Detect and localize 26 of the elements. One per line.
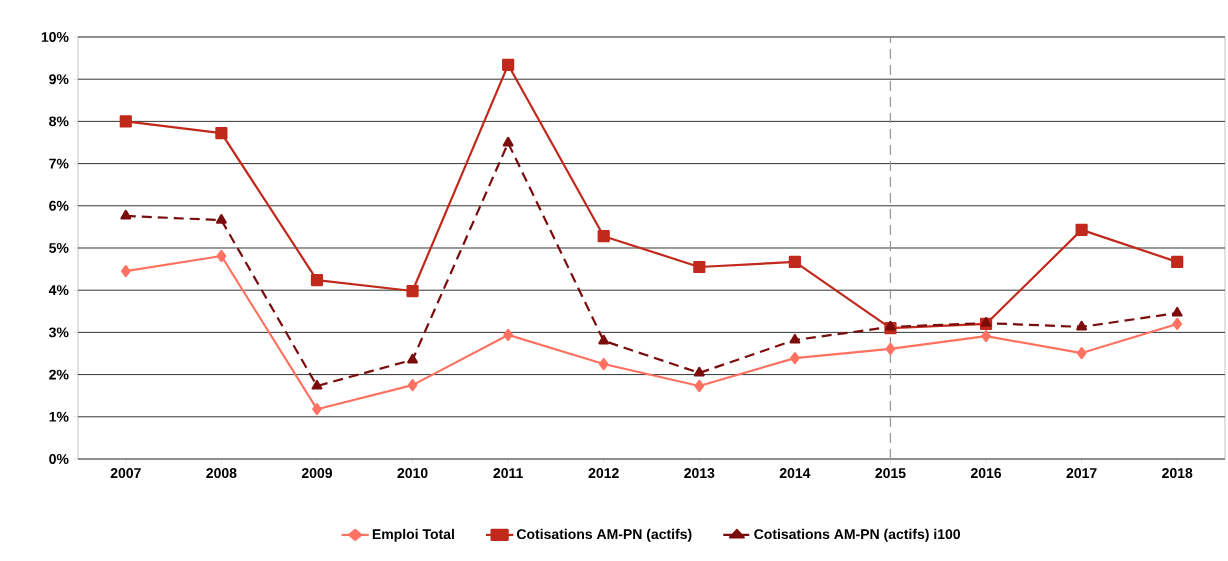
legend-label: Cotisations AM-PN (actifs) <box>516 528 692 542</box>
x-tick-label: 2012 <box>588 468 619 479</box>
y-tick-label: 3% <box>48 327 69 338</box>
x-tick-label: 2015 <box>875 468 906 479</box>
y-tick-label: 4% <box>48 285 69 296</box>
y-tick-label: 5% <box>49 243 69 253</box>
x-tick-label: 2008 <box>206 468 237 479</box>
x-tick-label: 2014 <box>779 468 811 479</box>
legend-label: Cotisations AM-PN (actifs) i100 <box>754 528 961 542</box>
y-tick-label: 6% <box>49 200 69 211</box>
y-tick-label: 0% <box>49 454 69 464</box>
x-tick-label: 2010 <box>397 468 428 479</box>
x-tick-label: 2016 <box>970 468 1002 479</box>
y-tick-label: 8% <box>49 116 69 127</box>
y-tick-label: 10% <box>41 32 69 42</box>
y-tick-label: 7% <box>49 158 69 169</box>
x-tick-label: 2017 <box>1066 468 1097 479</box>
legend-label: Emploi Total <box>372 528 454 542</box>
y-tick-label: 9% <box>49 74 69 85</box>
x-tick-label: 2007 <box>110 468 141 479</box>
x-tick-label: 2009 <box>301 468 333 479</box>
y-tick-label: 2% <box>49 369 69 380</box>
x-tick-label: 2018 <box>1162 468 1193 479</box>
x-tick-label: 2013 <box>684 468 715 479</box>
x-tick-label: 2011 <box>493 468 523 479</box>
y-tick-label: 1% <box>49 411 69 422</box>
